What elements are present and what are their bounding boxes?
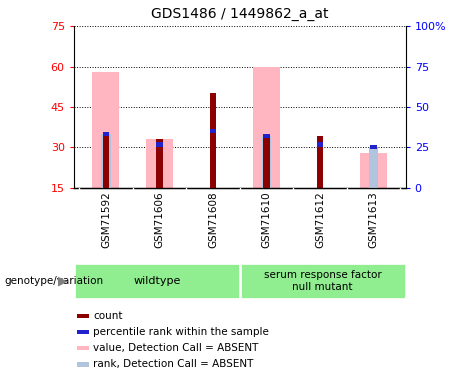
Bar	[262, 136, 271, 188]
Bar	[253, 67, 280, 188]
Bar	[77, 314, 89, 318]
Bar	[156, 139, 163, 188]
Bar	[101, 134, 111, 188]
Bar	[263, 136, 270, 188]
Text: genotype/variation: genotype/variation	[5, 276, 104, 286]
Bar	[241, 264, 405, 298]
Text: GSM71613: GSM71613	[368, 191, 378, 248]
Text: serum response factor
null mutant: serum response factor null mutant	[264, 270, 382, 292]
Bar	[146, 139, 173, 188]
Bar	[360, 153, 387, 188]
Text: ▶: ▶	[58, 275, 67, 288]
Text: percentile rank within the sample: percentile rank within the sample	[93, 327, 269, 337]
Text: GSM71608: GSM71608	[208, 191, 218, 248]
Bar	[93, 72, 119, 188]
Bar	[156, 142, 163, 147]
Bar	[317, 142, 323, 147]
Bar	[317, 136, 323, 188]
Bar	[102, 132, 109, 136]
Text: count: count	[93, 311, 123, 321]
Text: GSM71612: GSM71612	[315, 191, 325, 248]
Text: wildtype: wildtype	[133, 276, 180, 286]
Text: rank, Detection Call = ABSENT: rank, Detection Call = ABSENT	[93, 360, 254, 369]
Bar	[210, 93, 216, 188]
Text: value, Detection Call = ABSENT: value, Detection Call = ABSENT	[93, 343, 259, 353]
Bar	[75, 264, 239, 298]
Bar	[369, 147, 378, 188]
Bar	[102, 134, 109, 188]
Text: GSM71606: GSM71606	[154, 191, 165, 248]
Bar	[77, 330, 89, 334]
Bar	[210, 129, 216, 133]
Text: GSM71592: GSM71592	[101, 191, 111, 248]
Bar	[370, 145, 377, 149]
Bar	[77, 363, 89, 366]
Text: GSM71610: GSM71610	[261, 191, 272, 248]
Title: GDS1486 / 1449862_a_at: GDS1486 / 1449862_a_at	[151, 7, 329, 21]
Bar	[77, 346, 89, 350]
Bar	[263, 134, 270, 138]
